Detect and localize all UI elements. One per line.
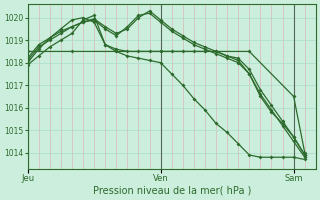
X-axis label: Pression niveau de la mer( hPa ): Pression niveau de la mer( hPa ) bbox=[92, 186, 251, 196]
